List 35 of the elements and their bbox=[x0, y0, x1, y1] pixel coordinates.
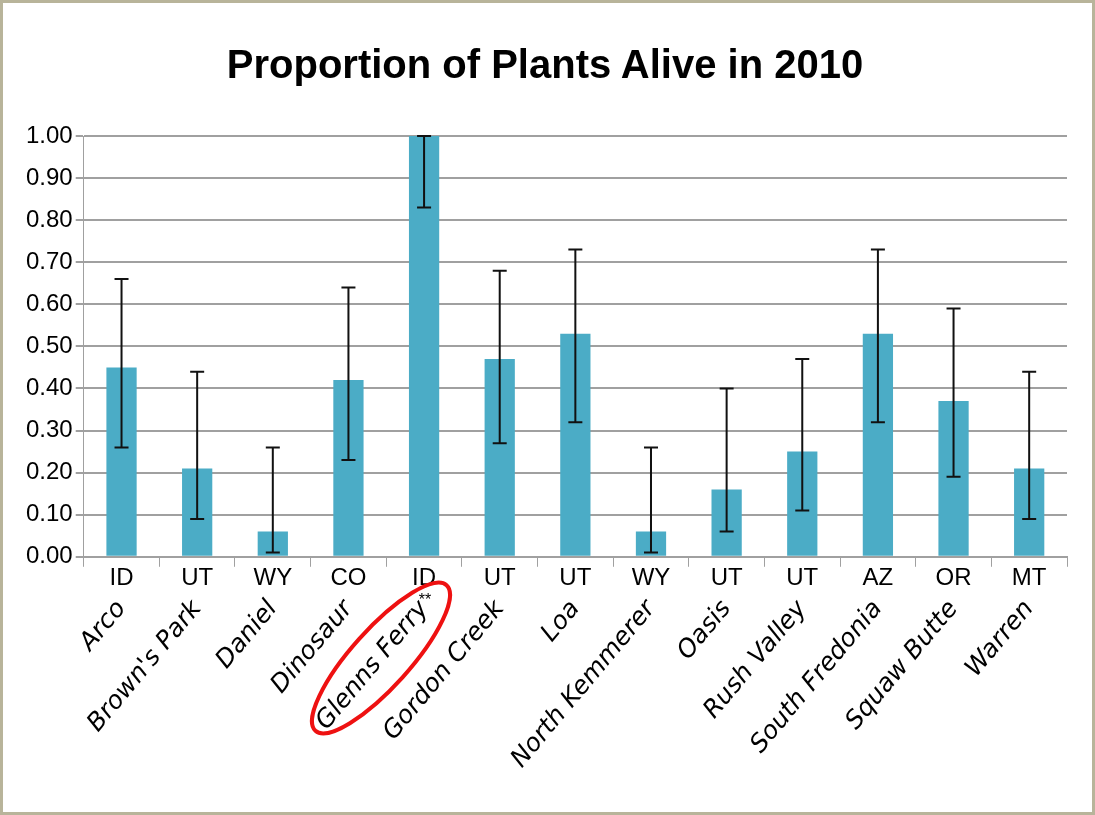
y-tick-label: 0.30 bbox=[25, 415, 73, 443]
bar bbox=[787, 451, 818, 556]
y-tick-label: 0.90 bbox=[25, 162, 73, 190]
bar bbox=[938, 401, 969, 556]
bar bbox=[862, 333, 894, 556]
bar bbox=[106, 367, 137, 556]
text: CO bbox=[330, 563, 367, 591]
text: UT bbox=[559, 563, 592, 591]
text: ID bbox=[109, 563, 134, 591]
text: UT bbox=[786, 563, 819, 591]
y-tick-label: 0.60 bbox=[25, 288, 73, 316]
text: UT bbox=[483, 563, 517, 591]
y-tick-label: 0.40 bbox=[25, 373, 73, 401]
text: OR bbox=[935, 563, 972, 591]
text: AZ bbox=[862, 563, 894, 591]
chart-title: Proportion of Plants Alive in 2010 bbox=[226, 42, 864, 87]
text: WY bbox=[631, 563, 671, 591]
bar bbox=[484, 359, 515, 556]
y-tick-label: 1.00 bbox=[25, 120, 73, 148]
y-tick-label: 0.80 bbox=[25, 204, 73, 232]
y-tick-label: 0.00 bbox=[25, 541, 73, 569]
text: UT bbox=[181, 563, 214, 591]
y-tick-label: 0.50 bbox=[25, 331, 73, 359]
bar bbox=[711, 489, 742, 556]
text: UT bbox=[710, 563, 743, 591]
bar bbox=[1014, 468, 1045, 556]
text: MT bbox=[1011, 563, 1047, 591]
y-tick-label: 0.20 bbox=[25, 457, 73, 485]
y-tick-label: 0.70 bbox=[25, 246, 73, 274]
y-tick-label: 0.10 bbox=[25, 499, 73, 527]
bar bbox=[408, 136, 440, 556]
bar bbox=[560, 333, 591, 556]
bar bbox=[182, 468, 213, 556]
text: WY bbox=[253, 563, 293, 591]
bar bbox=[333, 380, 364, 556]
